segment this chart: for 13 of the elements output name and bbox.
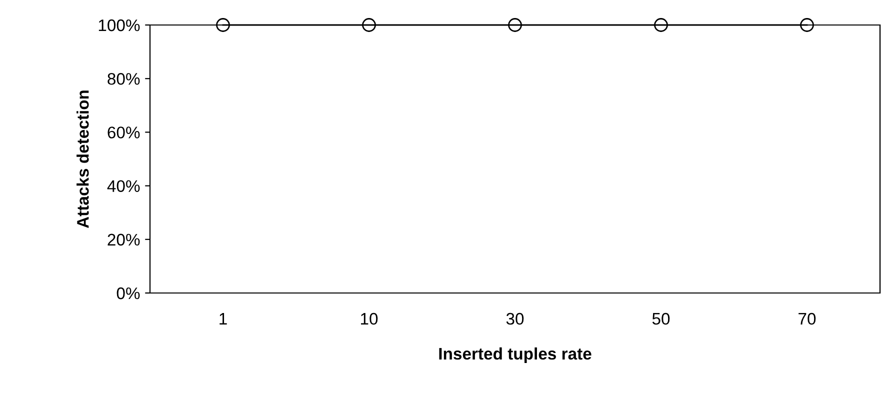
y-tick-label: 20% <box>108 234 140 246</box>
y-tick-label: 60% <box>108 126 140 138</box>
y-tick-label: 40% <box>107 180 140 192</box>
y-tick-label: 80% <box>108 73 140 85</box>
x-tick-label: 70 <box>798 312 816 325</box>
y-tick-label: 100% <box>98 19 140 32</box>
x-tick-label: 50 <box>652 312 670 325</box>
y-tick-label: 0% <box>116 287 140 300</box>
y-axis-title: Attacks detection <box>76 90 89 228</box>
x-axis-title: Inserted tuples rate <box>439 347 592 363</box>
x-tick-label: 30 <box>506 312 524 325</box>
x-tick-label: 1 <box>220 313 227 325</box>
x-tick-label: 10 <box>361 312 378 325</box>
